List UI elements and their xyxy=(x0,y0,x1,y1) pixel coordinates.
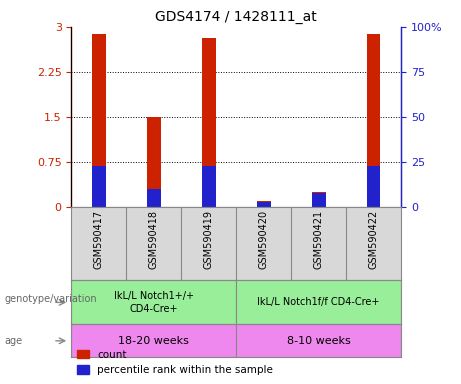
Bar xyxy=(257,202,271,207)
Bar xyxy=(147,189,161,207)
Legend: count, percentile rank within the sample: count, percentile rank within the sample xyxy=(77,350,273,375)
Text: GSM590419: GSM590419 xyxy=(204,210,214,268)
Bar xyxy=(202,166,216,207)
Bar xyxy=(147,117,161,207)
Bar xyxy=(312,193,325,207)
Title: GDS4174 / 1428111_at: GDS4174 / 1428111_at xyxy=(155,10,317,25)
Text: GSM590421: GSM590421 xyxy=(313,210,324,269)
Bar xyxy=(236,324,401,357)
Bar xyxy=(71,280,236,324)
Bar xyxy=(236,280,401,324)
Bar xyxy=(92,34,106,207)
Bar xyxy=(202,38,216,207)
Text: 18-20 weeks: 18-20 weeks xyxy=(118,336,189,346)
Bar xyxy=(92,166,106,207)
Text: GSM590418: GSM590418 xyxy=(149,210,159,268)
Text: GSM590417: GSM590417 xyxy=(94,210,104,269)
Bar xyxy=(71,324,236,357)
Text: IkL/L Notch1f/f CD4-Cre+: IkL/L Notch1f/f CD4-Cre+ xyxy=(258,297,380,308)
Bar xyxy=(367,166,380,207)
Text: genotype/variation: genotype/variation xyxy=(5,293,97,304)
Bar xyxy=(257,201,271,207)
Text: age: age xyxy=(5,336,23,346)
Text: GSM590422: GSM590422 xyxy=(369,210,378,269)
Bar xyxy=(367,34,380,207)
Text: 8-10 weeks: 8-10 weeks xyxy=(287,336,350,346)
Text: IkL/L Notch1+/+
CD4-Cre+: IkL/L Notch1+/+ CD4-Cre+ xyxy=(114,291,194,314)
Text: GSM590420: GSM590420 xyxy=(259,210,269,269)
Bar xyxy=(312,192,325,207)
